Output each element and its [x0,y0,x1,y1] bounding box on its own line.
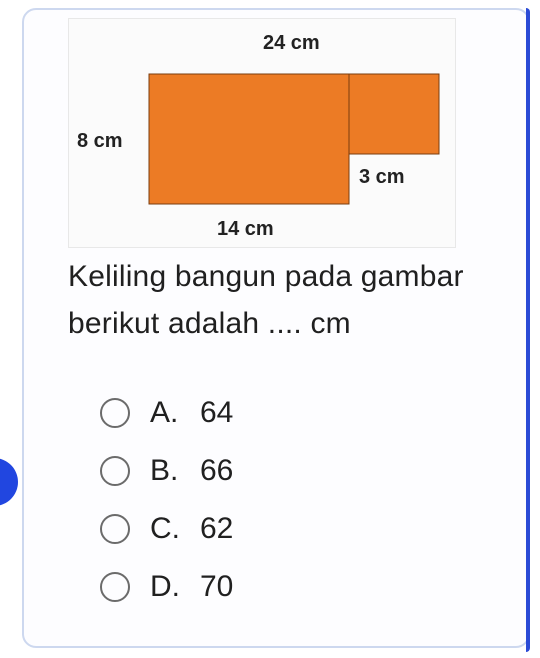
side-indicator[interactable] [0,458,18,506]
option-c[interactable]: C. 62 [100,500,233,558]
option-text: 66 [200,454,233,488]
figure-big-rect [149,74,349,204]
option-d[interactable]: D. 70 [100,558,233,616]
option-b[interactable]: B. 66 [100,442,233,500]
option-letter: D. [150,570,192,604]
question-text: Keliling bangun pada gambar berikut adal… [68,254,508,347]
figure-small-rect [349,74,439,154]
option-a[interactable]: A. 64 [100,384,233,442]
option-text: 62 [200,512,233,546]
radio-icon [100,398,130,428]
option-text: 64 [200,396,233,430]
question-card: 24 cm 8 cm 3 cm 14 cm Keliling bangun pa… [22,8,530,648]
option-letter: A. [150,396,192,430]
label-top: 24 cm [263,32,320,54]
radio-icon [100,572,130,602]
radio-icon [100,456,130,486]
option-letter: B. [150,454,192,488]
option-text: 70 [200,570,233,604]
label-notch: 3 cm [359,166,405,188]
options-group: A. 64 B. 66 C. 62 D. 70 [100,384,233,616]
radio-icon [100,514,130,544]
label-bottom: 14 cm [217,218,274,240]
label-left: 8 cm [77,130,123,152]
geometry-figure: 24 cm 8 cm 3 cm 14 cm [68,18,456,248]
option-letter: C. [150,512,192,546]
card-accent-border [526,8,530,652]
figure-svg: 24 cm 8 cm 3 cm 14 cm [69,19,457,249]
